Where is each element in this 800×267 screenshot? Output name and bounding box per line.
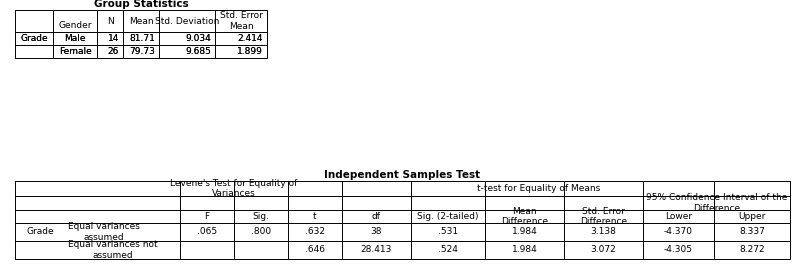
Text: Gender: Gender [58, 21, 92, 29]
Text: 8.337: 8.337 [739, 227, 765, 237]
Text: Female: Female [58, 47, 91, 56]
Text: 26: 26 [108, 47, 119, 56]
Text: 3.138: 3.138 [590, 227, 617, 237]
Text: .524: .524 [438, 245, 458, 254]
Text: Grade: Grade [20, 34, 48, 43]
Text: Sig. (2-tailed): Sig. (2-tailed) [418, 212, 478, 221]
Text: F: F [205, 212, 210, 221]
Text: -4.370: -4.370 [664, 227, 693, 237]
Text: .632: .632 [305, 227, 325, 237]
Text: .800: .800 [251, 227, 271, 237]
Text: 79.73: 79.73 [129, 47, 155, 56]
Text: Std. Error
Mean: Std. Error Mean [219, 11, 262, 31]
Bar [15, 181, 790, 259]
Text: 8.272: 8.272 [739, 245, 765, 254]
Text: Male: Male [64, 34, 86, 43]
Text: 81.71: 81.71 [129, 34, 155, 43]
Text: Upper: Upper [738, 212, 766, 221]
Text: Mean: Mean [129, 17, 154, 26]
Bar [15, 10, 267, 58]
Text: 1.984: 1.984 [512, 245, 538, 254]
Text: 38: 38 [370, 227, 382, 237]
Text: t: t [313, 212, 317, 221]
Text: Male: Male [64, 34, 86, 43]
Text: Std. Deviation: Std. Deviation [155, 17, 219, 26]
Text: Mean
Difference: Mean Difference [501, 207, 548, 226]
Text: 28.413: 28.413 [361, 245, 392, 254]
Text: 14: 14 [108, 34, 119, 43]
Text: 14: 14 [108, 34, 119, 43]
Text: .065: .065 [197, 227, 217, 237]
Text: Equal variances not
assumed: Equal variances not assumed [68, 240, 158, 260]
Text: 9.685: 9.685 [185, 47, 211, 56]
Text: -4.305: -4.305 [664, 245, 693, 254]
Text: 1.899: 1.899 [237, 47, 263, 56]
Text: 9.034: 9.034 [186, 34, 211, 43]
Text: .531: .531 [438, 227, 458, 237]
Text: Group Statistics: Group Statistics [94, 0, 188, 9]
Text: Grade: Grade [26, 227, 54, 237]
Text: 2.414: 2.414 [238, 34, 263, 43]
Text: 95% Confidence Interval of the
Difference: 95% Confidence Interval of the Differenc… [646, 193, 787, 213]
Text: Independent Samples Test: Independent Samples Test [325, 170, 481, 180]
Text: 81.71: 81.71 [129, 34, 155, 43]
Text: 9.685: 9.685 [185, 47, 211, 56]
Text: df: df [372, 212, 381, 221]
Text: 3.072: 3.072 [590, 245, 616, 254]
Text: 1.899: 1.899 [237, 47, 263, 56]
Text: 26: 26 [108, 47, 119, 56]
Text: Sig.: Sig. [253, 212, 270, 221]
Text: Levene's Test for Equality of
Variances: Levene's Test for Equality of Variances [170, 179, 298, 198]
Text: t-test for Equality of Means: t-test for Equality of Means [478, 184, 601, 193]
Text: .646: .646 [305, 245, 325, 254]
Text: 9.034: 9.034 [186, 34, 211, 43]
Text: 2.414: 2.414 [238, 34, 263, 43]
Text: N: N [106, 17, 114, 26]
Text: 1.984: 1.984 [512, 227, 538, 237]
Text: Lower: Lower [665, 212, 692, 221]
Text: Equal variances
assumed: Equal variances assumed [68, 222, 140, 242]
Text: Female: Female [58, 47, 91, 56]
Text: Std. Error
Difference: Std. Error Difference [580, 207, 627, 226]
Text: Grade: Grade [20, 34, 48, 43]
Text: 79.73: 79.73 [129, 47, 155, 56]
